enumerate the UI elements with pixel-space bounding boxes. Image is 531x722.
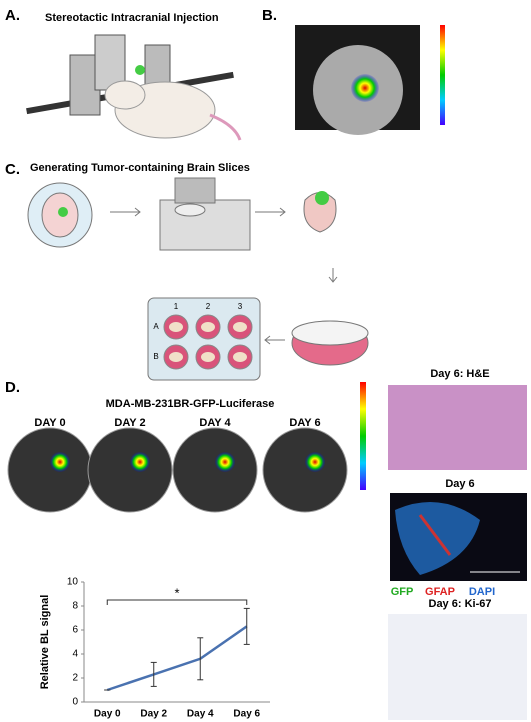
significance-label: * bbox=[174, 585, 179, 600]
x-tick-label: Day 0 bbox=[94, 709, 121, 720]
significance-bracket bbox=[106, 599, 248, 605]
if-image bbox=[390, 493, 527, 581]
colorbar bbox=[360, 382, 366, 490]
signal bbox=[305, 452, 325, 472]
stain-label: GFP bbox=[391, 586, 414, 598]
day-label: DAY 2 bbox=[114, 417, 145, 429]
panel-title: MDA-MB-231BR-GFP-Luciferase bbox=[106, 398, 275, 410]
panel-label: D. bbox=[5, 379, 20, 396]
stain-label: DAPI bbox=[469, 586, 495, 598]
panel-title: Day 6 bbox=[445, 478, 474, 490]
slice bbox=[201, 322, 215, 332]
y-tick-label: 8 bbox=[72, 601, 78, 612]
stain-legend: GFP GFAP DAPI bbox=[391, 586, 495, 598]
x-tick-label: Day 6 bbox=[233, 709, 260, 720]
error-bar bbox=[243, 607, 250, 645]
data-line bbox=[106, 625, 248, 692]
he-image bbox=[388, 385, 527, 470]
y-axis-label: Relative BL signal bbox=[39, 595, 51, 690]
error-bar bbox=[150, 661, 157, 687]
panel-title: Day 6: H&E bbox=[430, 368, 489, 380]
y-tick-label: 10 bbox=[67, 577, 79, 588]
panel-label: B. bbox=[262, 7, 277, 24]
panel-title: Stereotactic Intracranial Injection bbox=[45, 12, 219, 24]
slice bbox=[233, 352, 247, 362]
panel-label: C. bbox=[5, 161, 20, 178]
slice bbox=[201, 352, 215, 362]
signal bbox=[130, 452, 150, 472]
panel-title: Day 6: Ki-67 bbox=[429, 598, 492, 610]
day-label: DAY 0 bbox=[34, 417, 65, 429]
plate-column-label: 3 bbox=[238, 302, 243, 311]
plate-column-label: 1 bbox=[174, 302, 179, 311]
error-bar bbox=[197, 637, 204, 681]
signal bbox=[50, 452, 70, 472]
dish bbox=[172, 427, 258, 513]
slice bbox=[233, 322, 247, 332]
stereotaxic-illustration bbox=[26, 34, 242, 141]
line-chart: 0 2 4 6 8 10 Relative BL signal Day 0 Day 2 Day 4… bbox=[39, 577, 270, 720]
bli-timecourse: DAY 0 DAY 2 DAY 4 DAY 6 bbox=[7, 417, 348, 513]
y-tick-label: 6 bbox=[72, 625, 78, 636]
dish bbox=[7, 427, 93, 513]
dish bbox=[262, 427, 348, 513]
dish bbox=[87, 427, 173, 513]
bli-image bbox=[295, 25, 445, 135]
x-tick-label: Day 2 bbox=[140, 709, 167, 720]
plate-row-label: A bbox=[153, 322, 159, 331]
ki67-image bbox=[388, 614, 527, 720]
y-tick-label: 0 bbox=[72, 697, 78, 708]
x-tick-label: Day 4 bbox=[187, 709, 214, 720]
signal bbox=[215, 452, 235, 472]
plate-column-label: 2 bbox=[206, 302, 211, 311]
stain-label: GFAP bbox=[425, 586, 455, 598]
slice bbox=[169, 352, 183, 362]
panel-label: A. bbox=[5, 7, 20, 24]
y-tick-label: 2 bbox=[72, 673, 78, 684]
well-plate: 1 2 3 A B bbox=[153, 302, 253, 370]
day-label: DAY 6 bbox=[289, 417, 320, 429]
y-tick-label: 4 bbox=[72, 649, 78, 660]
day-label: DAY 4 bbox=[199, 417, 231, 429]
plate-row-label: B bbox=[153, 352, 158, 361]
slice bbox=[169, 322, 183, 332]
panel-title: Generating Tumor-containing Brain Slices bbox=[30, 162, 250, 174]
